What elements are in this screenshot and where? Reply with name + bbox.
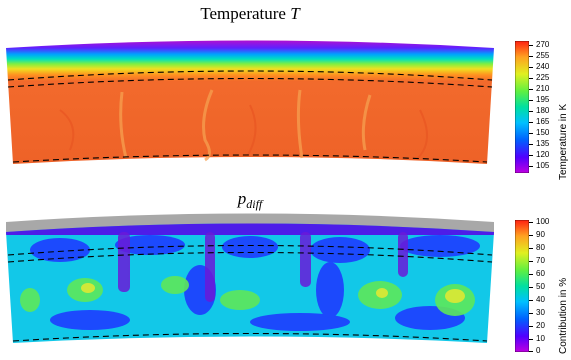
contribution-colorbar-label: Contribution in % — [558, 277, 569, 354]
colorbar-tick-label: 100 — [536, 217, 550, 226]
colorbar-tick-label: 180 — [536, 106, 550, 115]
colorbar-tick-label: 255 — [536, 51, 550, 60]
colorbar-tick-label: 30 — [536, 308, 545, 317]
colorbar-tick-label: 90 — [536, 230, 545, 239]
colorbar-tick-label: 0 — [536, 346, 541, 355]
colorbar-tick-label: 210 — [536, 84, 550, 93]
colorbar-tick-label: 20 — [536, 321, 545, 330]
temperature-field — [6, 40, 494, 164]
boundary-lines — [7, 70, 493, 163]
contribution-panel — [6, 213, 494, 343]
title-subscript: diff — [246, 197, 263, 211]
temperature-colorbar — [515, 41, 529, 173]
colorbar-tick-label: 60 — [536, 269, 545, 278]
colorbar-tick-label: 195 — [536, 95, 550, 104]
contribution-field — [6, 223, 494, 343]
colorbar-tick-label: 50 — [536, 282, 545, 291]
colorbar-tick-label: 225 — [536, 73, 550, 82]
colorbar-tick-label: 150 — [536, 128, 550, 137]
title-text: Temperature — [200, 4, 286, 23]
bottom-panel-title: pdiff — [0, 189, 500, 211]
colorbar-tick-label: 40 — [536, 295, 545, 304]
colorbar-tick-label: 10 — [536, 334, 545, 343]
temperature-panel — [6, 40, 494, 164]
colorbar-tick-label: 120 — [536, 150, 550, 159]
colorbar-tick-label: 80 — [536, 243, 545, 252]
top-panel-title: Temperature T — [0, 4, 500, 24]
colorbar-tick-label: 105 — [536, 161, 550, 170]
contribution-colorbar — [515, 220, 529, 352]
colorbar-tick-label: 240 — [536, 62, 550, 71]
colorbar-tick-label: 270 — [536, 40, 550, 49]
colorbar-tick-label: 70 — [536, 256, 545, 265]
boundary-lines — [7, 244, 493, 342]
temperature-plumes — [119, 89, 372, 162]
title-variable: p — [237, 189, 247, 208]
colorbar-tick-label: 165 — [536, 117, 550, 126]
temperature-colorbar-label: Temperature in K — [558, 103, 569, 180]
colorbar-tick-label: 135 — [536, 139, 550, 148]
title-variable: T — [290, 4, 300, 23]
